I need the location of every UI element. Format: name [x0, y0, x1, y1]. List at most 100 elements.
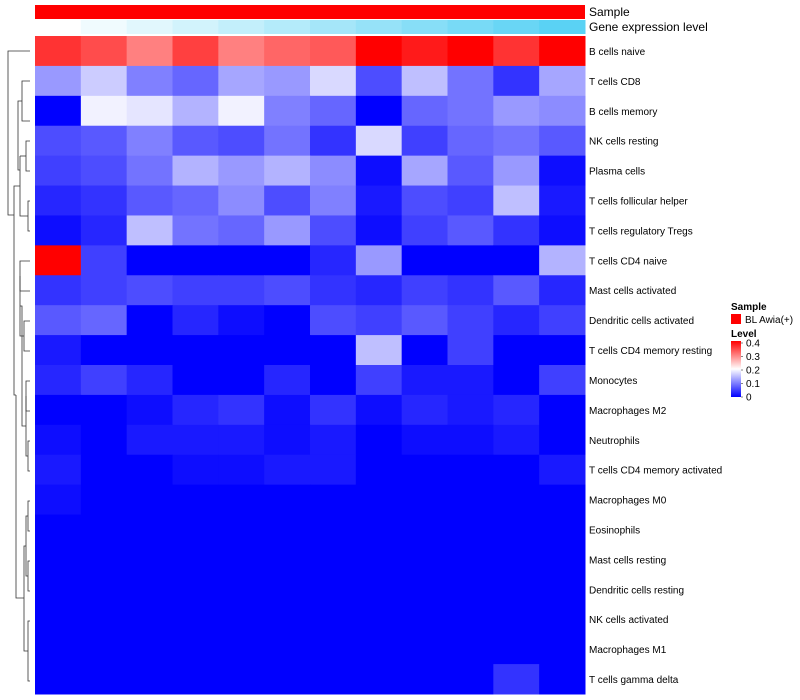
heatmap-cell	[355, 275, 403, 306]
heatmap-cell	[539, 36, 586, 67]
legend-sample-swatch	[731, 314, 741, 324]
heatmap-cell	[172, 65, 219, 97]
heatmap-cell	[35, 514, 82, 545]
heatmap-cell	[172, 36, 219, 67]
heatmap-cell	[447, 36, 494, 67]
expression-track-block	[35, 20, 82, 34]
heatmap-cell	[310, 365, 357, 396]
heatmap-cell	[126, 365, 173, 396]
heatmap-cell	[80, 664, 128, 695]
heatmap-cell	[401, 95, 448, 127]
row-labels: B cells naive T cells CD8 B cells memory NK…	[589, 47, 722, 686]
heatmap-cell	[172, 664, 219, 695]
heatmap-cell	[401, 514, 448, 545]
heatmap-cell	[126, 484, 173, 516]
heatmap-cell	[310, 335, 357, 366]
heatmap-cell	[310, 604, 357, 635]
heatmap-cell	[539, 454, 586, 486]
legend-level-ticks: 0.4 0.3 0.2 0.1 0	[741, 339, 760, 404]
heatmap-cell	[355, 544, 403, 575]
heatmap-cell	[264, 155, 311, 187]
row-dendrogram	[7, 50, 30, 682]
row-label: B cells memory	[589, 107, 657, 118]
heatmap-cell	[310, 664, 357, 695]
heatmap-cell	[80, 125, 128, 157]
heatmap-cell	[126, 544, 173, 575]
legend-level-title: Level	[731, 329, 757, 340]
heatmap-cell	[310, 305, 357, 336]
row-label: T cells regulatory Tregs	[589, 226, 693, 237]
heatmap-cell	[172, 484, 219, 516]
heatmap-cell	[172, 574, 219, 605]
heatmap-cell	[493, 365, 540, 396]
heatmap-cell	[80, 454, 128, 486]
heatmap-cell	[447, 95, 494, 127]
heatmap-cell	[539, 305, 586, 336]
heatmap-cell	[264, 125, 311, 157]
heatmap-cell	[310, 394, 357, 426]
heatmap-cells	[35, 36, 586, 695]
expression-track	[35, 20, 586, 34]
heatmap-cell	[493, 125, 540, 157]
heatmap-cell	[126, 664, 173, 695]
heatmap-cell	[218, 275, 265, 306]
heatmap-cell	[355, 36, 403, 67]
heatmap-cell	[355, 365, 403, 396]
heatmap-cell	[401, 215, 448, 246]
heatmap-cell	[447, 335, 494, 366]
heatmap-cell	[35, 424, 82, 456]
heatmap-cell	[493, 634, 540, 665]
heatmap-cell	[355, 215, 403, 246]
heatmap-cell	[539, 514, 586, 545]
sample-track-label: Sample	[589, 5, 630, 19]
row-label: T cells gamma delta	[589, 675, 679, 686]
heatmap-cell	[172, 454, 219, 486]
heatmap-cell	[218, 335, 265, 366]
heatmap-cell	[172, 245, 219, 276]
heatmap-cell	[264, 275, 311, 306]
heatmap-cell	[539, 424, 586, 456]
heatmap-cell	[35, 574, 82, 605]
row-label: Dendritic cells activated	[589, 316, 694, 327]
heatmap-cell	[172, 275, 219, 306]
heatmap-cell	[447, 275, 494, 306]
heatmap-cell	[539, 245, 586, 276]
heatmap-cell	[80, 484, 128, 516]
heatmap-cell	[264, 95, 311, 127]
heatmap-cell	[310, 454, 357, 486]
heatmap-cell	[539, 275, 586, 306]
heatmap-cell	[355, 185, 403, 216]
heatmap-cell	[310, 36, 357, 67]
heatmap-cell	[218, 125, 265, 157]
heatmap-cell	[493, 155, 540, 187]
heatmap-cell	[80, 305, 128, 336]
heatmap-cell	[218, 95, 265, 127]
heatmap-cell	[264, 65, 311, 97]
expression-track-block	[80, 20, 128, 34]
heatmap-cell	[447, 424, 494, 456]
heatmap-cell	[80, 604, 128, 635]
heatmap-cell	[539, 664, 586, 695]
sample-track	[35, 5, 585, 19]
heatmap-cell	[218, 484, 265, 516]
heatmap-cell	[310, 484, 357, 516]
heatmap-cell	[218, 664, 265, 695]
heatmap-cell	[126, 634, 173, 665]
row-label: T cells follicular helper	[589, 197, 688, 208]
heatmap-cell	[35, 394, 82, 426]
heatmap-cell	[218, 305, 265, 336]
heatmap-cell	[447, 394, 494, 426]
heatmap-cell	[126, 454, 173, 486]
expression-track-block	[310, 20, 357, 34]
row-label: T cells CD4 naive	[589, 256, 668, 267]
heatmap-cell	[80, 514, 128, 545]
heatmap-cell	[539, 574, 586, 605]
heatmap-cell	[126, 215, 173, 246]
heatmap-cell	[172, 335, 219, 366]
heatmap-cell	[401, 335, 448, 366]
heatmap-cell	[126, 125, 173, 157]
heatmap-cell	[35, 484, 82, 516]
heatmap-cell	[35, 275, 82, 306]
heatmap-cell	[172, 424, 219, 456]
